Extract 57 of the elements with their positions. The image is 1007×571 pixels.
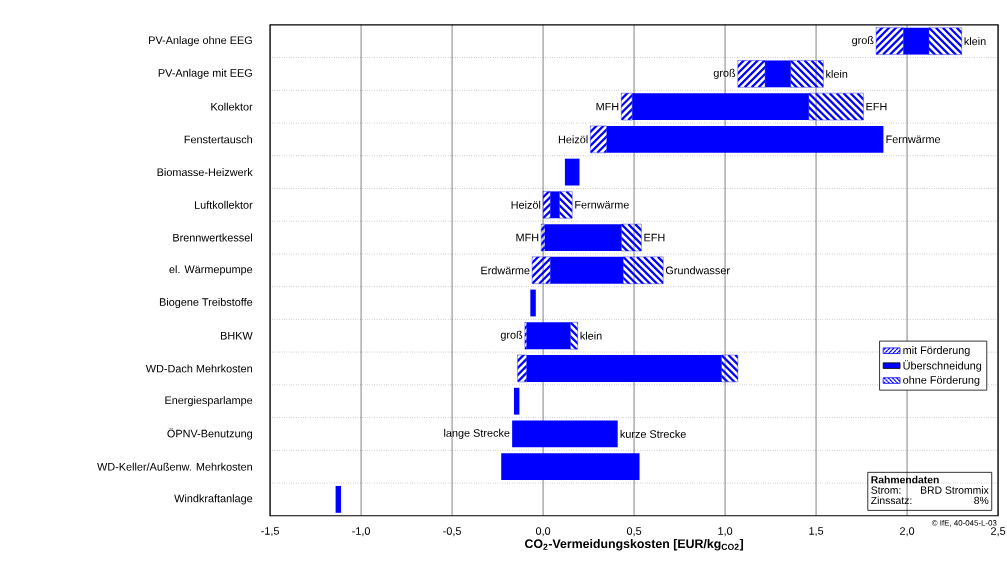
bar [513,387,520,415]
annotation: klein [826,69,848,78]
y-tick-label: ÖPNV-Benutzung [167,428,252,440]
legend-label: ohne Förderung [903,375,980,386]
bar [335,485,342,513]
y-tick-label: Biogene Treibstoffe [159,297,253,308]
y-tick-label: Kollektor [211,102,253,111]
x-tick-label: -1,5 [261,527,279,536]
bar [512,420,618,448]
annotation: Zinssatz: [871,496,912,504]
x-tick-label: 2,0 [900,527,915,537]
annotation: EFH [866,102,887,111]
annotation: 8% [974,496,989,504]
x-tick-label: 0,5 [626,527,642,537]
bar [564,158,580,186]
annotation: groß [500,330,523,341]
y-tick-label: Fenstertausch [184,135,252,144]
x-tick-label: 1,0 [718,527,733,537]
annotation: Heizöl [511,200,541,209]
bar [501,453,640,480]
x-tick-label: 0,0 [535,527,551,537]
annotation: EFH [644,233,665,242]
annotation: MFH [516,233,539,242]
annotation: Fernwärme [886,135,941,144]
y-tick-label: Windkraftanlage [174,494,253,505]
annotation: lange Strecke [444,428,510,439]
annotation: MFH [596,102,619,111]
y-tick-label: el. Wärmepumpe [169,265,253,276]
annotation: groß [713,68,736,79]
x-tick-label: 2,5 [991,527,1006,537]
annotation: Rahmendaten [871,475,939,484]
annotation: groß [852,35,874,47]
x-tick-label: -1,0 [352,527,371,537]
x-axis-title: CO$_{2}$-Vermeidungskosten [EUR/kg$_{CO2}$] [525,538,743,551]
annotation: klein [964,37,986,46]
annotation: BRD Strommix [921,485,989,494]
annotation: Erdwärme [481,266,530,275]
annotation: Heizöl [558,135,588,144]
x-tick-label: 1,5 [809,527,824,536]
y-tick-label: PV-Anlage ohne EEG [149,35,252,47]
annotation: Strom: [871,486,901,494]
legend-label: mit Förderung [903,345,970,357]
y-tick-label: PV-Anlage mit EEG [158,68,252,79]
legend-label: Überschneidung [903,360,982,372]
y-tick-label: WD-Dach Mehrkosten [145,364,252,373]
annotation: Grundwasser [665,266,730,275]
annotation: Fernwärme [575,200,629,209]
y-tick-label: BHKW [220,331,253,340]
annotation: kurze Strecke [620,429,686,438]
y-tick-label: Luftkollektor [195,200,253,209]
y-tick-label: WD-Keller/Außenw. Mehrkosten [97,462,252,471]
y-tick-label: Biomasse-Heizwerk [157,167,253,176]
bar [530,289,536,317]
y-tick-label: Brennwertkessel [173,233,252,242]
annotation: klein [580,331,602,340]
x-tick-label: -0,5 [443,527,461,537]
y-tick-label: Energiesparlampe [165,395,253,407]
